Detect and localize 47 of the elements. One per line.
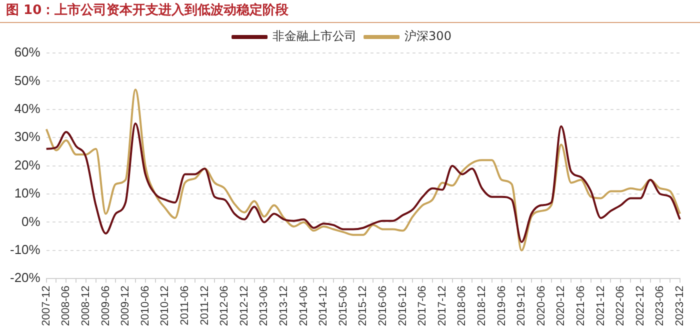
legend-label: 非金融上市公司 xyxy=(272,29,357,44)
y-tick-label: -20% xyxy=(10,270,41,286)
x-tick-label: 2019-12 xyxy=(516,286,528,326)
x-tick-label: 2021-06 xyxy=(575,286,588,326)
x-tick-label: 2018-06 xyxy=(456,286,468,326)
y-tick-label: 60% xyxy=(14,44,41,60)
x-tick-label: 2010-12 xyxy=(159,286,172,326)
x-tick-label: 2023-12 xyxy=(674,286,686,326)
x-tick-label: 2015-06 xyxy=(337,286,350,326)
x-tick-label: 2017-06 xyxy=(416,286,429,326)
x-tick-label: 2022-12 xyxy=(634,286,646,326)
x-tick-label: 2019-06 xyxy=(496,286,508,326)
x-tick-label: 2013-06 xyxy=(258,286,270,326)
x-tick-label: 2018-12 xyxy=(476,286,488,326)
x-tick-label: 2008-06 xyxy=(60,286,72,326)
line-series xyxy=(45,88,681,252)
x-tick-label: 2009-06 xyxy=(100,286,112,326)
x-tick-label: 2009-12 xyxy=(120,286,132,326)
x-tick-label: 2021-12 xyxy=(594,286,607,326)
y-tick-label: 0% xyxy=(22,214,41,229)
y-tick-label: -10% xyxy=(10,242,41,258)
x-tick-label: 2011-06 xyxy=(178,286,191,326)
x-tick-label: 2022-06 xyxy=(614,286,627,326)
line-series xyxy=(45,122,681,243)
y-tick-label: 20% xyxy=(14,157,41,172)
x-tick-label: 2016-12 xyxy=(396,286,409,326)
x-tick-label: 2008-12 xyxy=(80,286,92,326)
y-tick-label: 50% xyxy=(14,72,41,88)
y-tick-label: 40% xyxy=(14,100,41,116)
y-tick-label: 30% xyxy=(14,129,41,144)
x-tick-label: 2023-06 xyxy=(654,286,666,326)
x-tick-label: 2014-12 xyxy=(318,286,330,326)
x-tick-label: 2013-12 xyxy=(278,286,290,326)
x-tick-label: 2017-12 xyxy=(436,286,448,326)
chart-title: 图 10：上市公司资本开支进入到低波动稳定阶段 xyxy=(0,0,700,23)
x-tick-label: 2010-06 xyxy=(139,286,152,326)
x-tick-label: 2012-06 xyxy=(218,286,231,326)
x-tick-label: 2015-12 xyxy=(357,286,370,326)
legend-label: 沪深300 xyxy=(404,29,452,44)
y-tick-label: 10% xyxy=(14,186,41,201)
x-tick-label: 2020-06 xyxy=(535,286,548,326)
x-tick-label: 2007-12 xyxy=(40,286,52,326)
x-tick-label: 2014-06 xyxy=(298,286,310,326)
x-tick-label: 2020-12 xyxy=(555,286,568,326)
x-tick-label: 2011-12 xyxy=(198,286,211,326)
x-tick-label: 2016-06 xyxy=(377,286,390,326)
x-tick-label: 2012-12 xyxy=(238,286,250,326)
